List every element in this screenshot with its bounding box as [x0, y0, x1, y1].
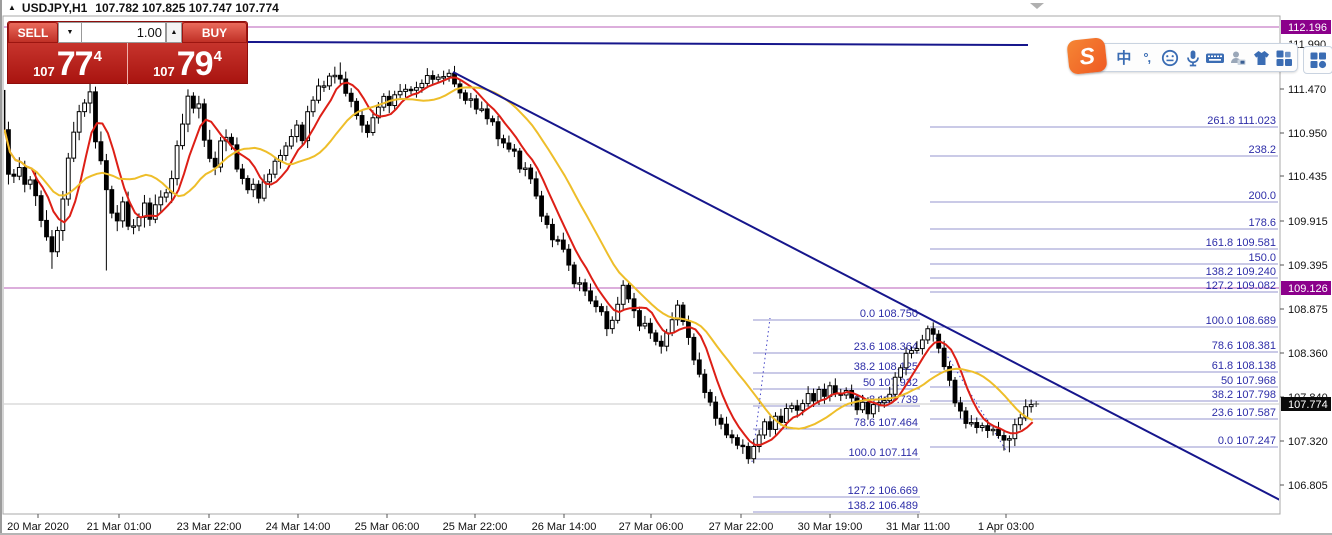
sell-price-button[interactable]: 107 77 4 — [8, 43, 128, 85]
scroll-marker-icon — [1030, 3, 1044, 9]
last-price-marker — [1033, 401, 1040, 407]
svg-text:109.395: 109.395 — [1288, 260, 1328, 272]
volume-input[interactable] — [82, 24, 165, 41]
svg-text:110.435: 110.435 — [1288, 171, 1327, 183]
svg-text:78.6 108.381: 78.6 108.381 — [1212, 340, 1276, 352]
skin-shirt-icon[interactable] — [1251, 48, 1271, 68]
svg-text:127.2 106.669: 127.2 106.669 — [848, 485, 918, 497]
svg-text:50 107.968: 50 107.968 — [1221, 375, 1276, 387]
symbol-period-label: USDJPY,H1 — [21, 1, 88, 15]
svg-text:112.196: 112.196 — [1288, 22, 1327, 34]
buy-price-figure: 107 — [153, 63, 175, 79]
svg-text:109.915: 109.915 — [1288, 216, 1328, 228]
sell-button[interactable]: SELL — [8, 22, 58, 43]
svg-text:111.470: 111.470 — [1288, 84, 1326, 96]
svg-text:238.2: 238.2 — [1248, 144, 1276, 156]
svg-text:23 Mar 22:00: 23 Mar 22:00 — [177, 521, 242, 533]
sell-price-pips: 77 — [56, 45, 94, 83]
svg-text:25 Mar 22:00: 25 Mar 22:00 — [443, 521, 508, 533]
svg-text:50 107.932: 50 107.932 — [863, 377, 918, 389]
punctuation-icon[interactable]: °, — [1143, 50, 1151, 65]
volume-dropdown-button[interactable]: ▼ — [58, 22, 82, 43]
sell-price-figure: 107 — [33, 63, 55, 79]
svg-text:161.8 109.581: 161.8 109.581 — [1206, 237, 1276, 249]
user-card-icon[interactable] — [1228, 48, 1248, 68]
volume-spin-up-button[interactable]: ▲ — [166, 22, 182, 43]
svg-text:31 Mar 11:00: 31 Mar 11:00 — [886, 521, 950, 533]
svg-text:200.0: 200.0 — [1248, 190, 1276, 202]
price-tag — [1281, 20, 1331, 34]
svg-text:138.2 106.489: 138.2 106.489 — [848, 500, 918, 512]
svg-text:138.2 109.240: 138.2 109.240 — [1206, 266, 1276, 278]
fibo-retracement-b: 261.8 111.023 238.2 200.0 178.6 161.8 109.58… — [930, 115, 1278, 453]
svg-text:27 Mar 22:00: 27 Mar 22:00 — [709, 521, 774, 533]
svg-text:109.126: 109.126 — [1288, 283, 1328, 295]
svg-text:20 Mar 2020: 20 Mar 2020 — [7, 521, 69, 533]
buy-button[interactable]: BUY — [182, 22, 247, 43]
emoji-icon[interactable] — [1160, 48, 1180, 68]
fibo-guide-dotted-line — [751, 317, 771, 463]
grid-menu-icon[interactable] — [1274, 48, 1294, 68]
svg-text:100.0 107.114: 100.0 107.114 — [848, 447, 918, 459]
svg-text:1 Apr 03:00: 1 Apr 03:00 — [978, 521, 1034, 533]
ma-fast-line — [4, 76, 1034, 446]
chart-frame — [2, 15, 1281, 515]
svg-text:21 Mar 01:00: 21 Mar 01:00 — [87, 521, 152, 533]
svg-text:178.6: 178.6 — [1248, 217, 1276, 229]
svg-text:0.0 107.247: 0.0 107.247 — [1218, 435, 1276, 447]
svg-text:38.2 107.798: 38.2 107.798 — [1212, 389, 1276, 401]
svg-text:107.320: 107.320 — [1288, 436, 1328, 448]
buy-price-pipette: 4 — [213, 47, 222, 65]
price-tag — [1281, 397, 1331, 411]
microphone-icon[interactable] — [1183, 48, 1203, 68]
svg-text:23.6 108.364: 23.6 108.364 — [854, 341, 918, 353]
descending-trendline — [452, 71, 1279, 501]
window-border-bottom — [0, 533, 1332, 535]
time-axis: 20 Mar 2020 21 Mar 01:00 23 Mar 22:00 24 Ma… — [7, 514, 1034, 533]
svg-text:61.8 108.138: 61.8 108.138 — [1212, 360, 1276, 372]
svg-text:24 Mar 14:00: 24 Mar 14:00 — [266, 521, 331, 533]
svg-text:108.875: 108.875 — [1288, 304, 1328, 316]
svg-text:25 Mar 06:00: 25 Mar 06:00 — [355, 521, 420, 533]
svg-text:110.950: 110.950 — [1288, 128, 1327, 140]
window-border-left — [0, 0, 2, 535]
candles-layer — [4, 62, 1034, 464]
svg-text:100.0 108.689: 100.0 108.689 — [1206, 315, 1276, 327]
svg-text:23.6 107.587: 23.6 107.587 — [1212, 407, 1276, 419]
horizontal-trendline — [244, 41, 1029, 46]
price-axis: 111.990111.470110.950110.435109.915109.3… — [1280, 20, 1331, 492]
svg-text:127.2 109.082: 127.2 109.082 — [1206, 280, 1276, 292]
ohlc-values: 107.782 107.825 107.747 107.774 — [95, 1, 279, 15]
svg-text:27 Mar 06:00: 27 Mar 06:00 — [619, 521, 684, 533]
svg-text:30 Mar 19:00: 30 Mar 19:00 — [798, 521, 863, 533]
volume-field-wrap — [82, 22, 166, 43]
svg-text:78.6 107.464: 78.6 107.464 — [854, 417, 918, 429]
svg-text:261.8 111.023: 261.8 111.023 — [1207, 115, 1276, 127]
chinese-mode-icon[interactable]: 中 — [1116, 50, 1132, 67]
toolbox-icon[interactable] — [1303, 46, 1332, 74]
svg-text:0.0 108.750: 0.0 108.750 — [860, 308, 918, 320]
svg-text:106.805: 106.805 — [1288, 480, 1328, 492]
svg-text:108.360: 108.360 — [1288, 348, 1328, 360]
svg-text:26 Mar 14:00: 26 Mar 14:00 — [532, 521, 597, 533]
keyboard-icon[interactable] — [1205, 48, 1225, 68]
one-click-trading-panel: SELL ▼ ▲ BUY 107 77 4 107 79 4 — [7, 21, 248, 85]
ma-slow-line — [4, 86, 1034, 430]
chart-title: ▲ USDJPY,H1 107.782 107.825 107.747 107.… — [8, 1, 279, 15]
collapse-panel-icon[interactable]: ▲ — [8, 2, 16, 12]
price-tag — [1281, 281, 1331, 295]
sell-price-pipette: 4 — [93, 47, 102, 65]
buy-price-button[interactable]: 107 79 4 — [128, 43, 247, 85]
svg-text:150.0: 150.0 — [1248, 252, 1276, 264]
svg-text:107.774: 107.774 — [1288, 399, 1328, 411]
sogou-logo-icon[interactable]: S — [1066, 37, 1108, 75]
ime-toolbar: 中 °, — [1076, 43, 1298, 72]
buy-price-pips: 79 — [176, 45, 214, 83]
